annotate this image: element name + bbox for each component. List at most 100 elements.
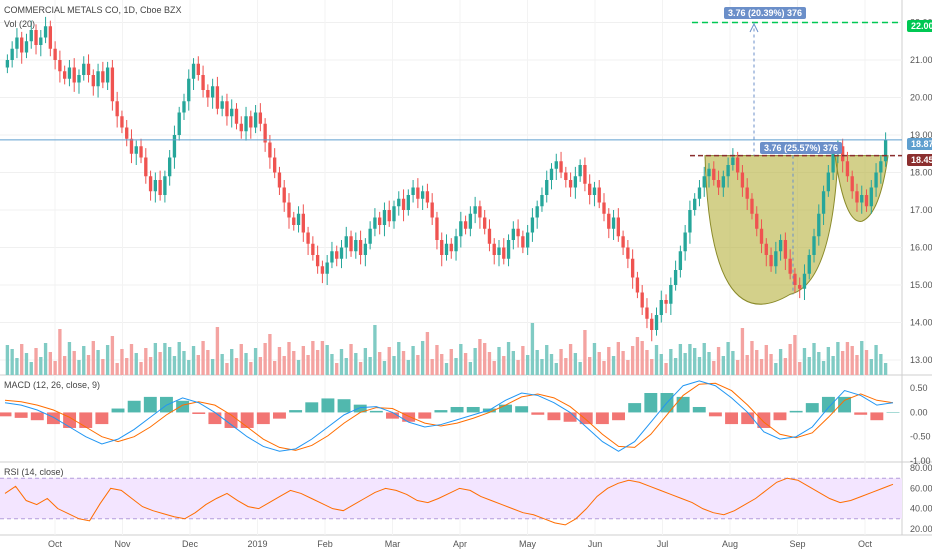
macd-histogram-bar — [821, 396, 835, 413]
volume-bar — [24, 353, 29, 375]
candle-body — [793, 273, 797, 285]
volume-bar — [774, 363, 778, 375]
candle-body — [864, 195, 869, 207]
volume-bar — [53, 361, 57, 375]
price-tick-label: 20.00 — [910, 93, 932, 103]
candle-body — [559, 161, 563, 173]
candle-body — [607, 213, 611, 229]
rsi-band — [0, 478, 902, 519]
macd-histogram-bar — [143, 396, 157, 413]
last-price-tag: 18.87 — [907, 138, 932, 150]
candle-body — [716, 180, 721, 188]
macd-histogram-bar — [0, 412, 12, 417]
macd-histogram-bar — [305, 402, 319, 413]
volume-bar — [583, 330, 587, 375]
candle-body — [96, 71, 100, 87]
candle-body — [105, 67, 110, 83]
volume-bar — [664, 363, 668, 375]
time-tick-label: May — [519, 539, 537, 549]
volume-bar — [592, 343, 597, 375]
rsi-tick-label: 20.00 — [910, 524, 932, 534]
candle-body — [840, 146, 845, 162]
macd-histogram-bar — [321, 398, 335, 413]
macd-histogram-bar — [531, 412, 545, 415]
candle-body — [139, 146, 143, 158]
candle-body — [626, 247, 630, 259]
volume-bar — [34, 348, 38, 375]
candle-body — [244, 116, 248, 132]
volume-bar — [363, 348, 368, 375]
macd-legend: MACD (12, 26, close, 9) — [4, 380, 101, 390]
volume-bar — [755, 350, 759, 375]
volume-bar — [315, 350, 320, 375]
candle-body — [812, 236, 816, 255]
candle-body — [82, 63, 86, 75]
volume-bar — [277, 347, 282, 375]
volume-bar — [817, 352, 821, 375]
rsi-line — [4, 477, 894, 526]
volume-bar — [206, 350, 210, 375]
candle-body — [855, 191, 859, 203]
candle-body — [588, 183, 592, 195]
candle-body — [616, 217, 620, 237]
candle-body — [783, 240, 788, 259]
volume-bar — [745, 355, 749, 375]
candle-body — [597, 187, 601, 203]
volume-bar — [764, 345, 768, 375]
volume-bar — [392, 356, 396, 375]
volume-bar — [58, 329, 62, 375]
volume-bar — [735, 360, 740, 375]
volume-bar — [802, 348, 807, 375]
candle-body — [363, 243, 368, 255]
volume-bar — [645, 350, 649, 375]
volume-bar — [707, 352, 711, 375]
volume-bar — [630, 346, 635, 375]
candle-body — [172, 135, 177, 158]
candle-body — [115, 101, 119, 117]
volume-bar — [339, 349, 344, 375]
time-tick-label: Jul — [657, 539, 669, 549]
volume-bar — [292, 351, 296, 375]
volume-bar — [697, 357, 702, 375]
candle-body — [167, 157, 172, 177]
volume-bar — [258, 357, 263, 375]
rsi-legend: RSI (14, close) — [4, 467, 64, 477]
volume-bar — [144, 348, 148, 375]
time-tick-label: Oct — [858, 539, 873, 549]
volume-bar — [5, 345, 10, 375]
volume-bar — [473, 348, 477, 375]
volume-bar — [497, 347, 501, 375]
volume-bar — [621, 351, 625, 375]
candle-body — [234, 108, 239, 124]
macd-histogram-bar — [289, 410, 303, 413]
volume-bar — [153, 343, 158, 375]
candle-body — [755, 213, 759, 229]
volume-bar — [554, 363, 558, 375]
candle-body — [201, 75, 205, 90]
volume-bar — [296, 360, 301, 375]
volume-bar — [129, 344, 134, 375]
candle-body — [344, 236, 348, 248]
volume-bar — [836, 342, 840, 375]
volume-bar — [879, 354, 883, 375]
candle-body — [535, 206, 539, 218]
candle-body — [735, 157, 740, 173]
candle-body — [664, 300, 668, 304]
candle-body — [654, 315, 659, 330]
candle-body — [15, 37, 19, 49]
macd-histogram-bar — [337, 399, 351, 413]
volume-bar — [788, 344, 792, 375]
volume-bar — [564, 358, 568, 375]
candle-body — [673, 270, 678, 285]
volume-bar — [86, 355, 91, 375]
volume-bar — [611, 356, 616, 375]
volume-bar — [440, 354, 444, 375]
candle-body — [860, 195, 864, 203]
volume-bar — [115, 363, 119, 375]
cup-measure-label: 3.76 (25.57%) 376 — [760, 142, 843, 154]
volume-bar — [530, 323, 535, 375]
volume-bar — [244, 353, 248, 375]
volume-bar — [654, 345, 659, 375]
volume-bar — [597, 352, 601, 375]
